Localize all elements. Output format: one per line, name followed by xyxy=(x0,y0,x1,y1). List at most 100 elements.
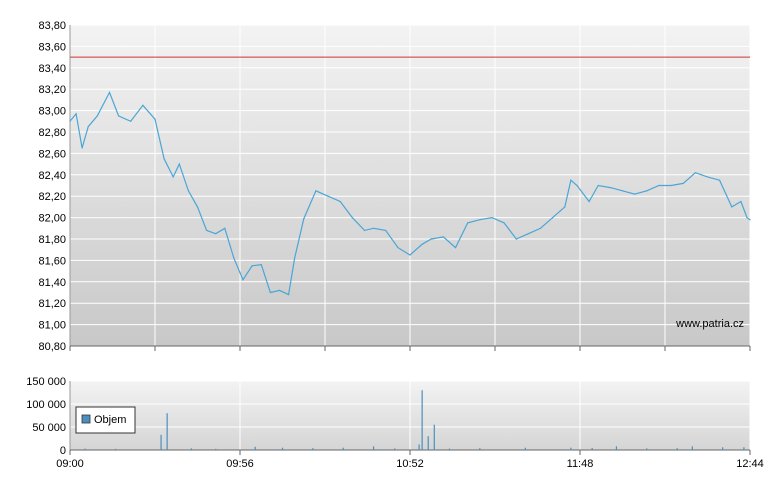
price-tick-label: 83,00 xyxy=(38,106,66,118)
price-point xyxy=(278,289,281,291)
price-point xyxy=(634,193,636,195)
price-tick-label: 82,20 xyxy=(38,191,66,203)
price-point xyxy=(196,206,199,208)
x-tick-label: 09:56 xyxy=(226,458,254,470)
volume-tick-label: 150 000 xyxy=(26,376,66,388)
price-point xyxy=(87,126,89,128)
price-point xyxy=(339,200,341,203)
price-point xyxy=(670,184,672,187)
price-point xyxy=(454,246,457,249)
price-tick-label: 83,60 xyxy=(38,41,66,53)
price-point xyxy=(178,163,180,165)
price-point xyxy=(163,158,165,160)
price-point xyxy=(527,233,529,235)
price-point xyxy=(694,172,696,174)
price-point xyxy=(130,120,132,122)
price-point xyxy=(117,115,120,117)
price-point xyxy=(215,233,217,235)
price-point xyxy=(397,246,399,249)
x-tick-label: 12:44 xyxy=(736,458,764,470)
price-point xyxy=(421,243,423,245)
price-point xyxy=(385,229,387,232)
price-point xyxy=(564,206,566,208)
price-point xyxy=(363,229,366,232)
price-tick-label: 83,20 xyxy=(38,84,66,96)
price-point xyxy=(287,294,290,296)
price-point xyxy=(96,115,98,117)
price-point xyxy=(503,222,505,224)
price-point xyxy=(108,91,111,94)
price-tick-label: 81,20 xyxy=(38,298,66,310)
price-point xyxy=(746,217,748,219)
price-point xyxy=(621,190,624,192)
volume-tick-label: 50 000 xyxy=(32,422,66,434)
price-tick-label: 83,40 xyxy=(38,63,66,75)
price-point xyxy=(749,219,751,221)
price-point xyxy=(233,257,235,259)
price-point xyxy=(269,291,271,294)
price-tick-label: 81,40 xyxy=(38,277,66,289)
price-point xyxy=(740,200,742,203)
price-point xyxy=(242,279,244,281)
volume-panel: 150 000 100 000 50 000 009:00 09:56 10:52 11:4… xyxy=(26,376,764,470)
legend-swatch xyxy=(81,414,91,424)
price-point xyxy=(442,236,444,238)
price-tick-label: 82,60 xyxy=(38,148,66,160)
price-point xyxy=(719,179,721,181)
legend-label: Objem xyxy=(94,414,126,426)
price-point xyxy=(491,217,493,219)
price-point xyxy=(682,182,684,184)
price-point xyxy=(609,187,611,189)
price-point xyxy=(588,200,590,203)
price-point xyxy=(81,147,83,149)
price-point xyxy=(315,190,317,192)
x-tick-label: 10:52 xyxy=(396,458,424,470)
price-point xyxy=(75,113,77,115)
price-tick-label: 82,80 xyxy=(38,127,66,139)
volume-tick-label: 0 xyxy=(60,445,66,457)
x-tick-label: 11:48 xyxy=(567,458,594,470)
price-point xyxy=(142,104,144,106)
price-point xyxy=(69,120,71,122)
price-point xyxy=(706,176,709,178)
price-point xyxy=(552,217,554,219)
price-point xyxy=(251,265,253,267)
price-point xyxy=(260,264,262,266)
price-point xyxy=(467,222,469,224)
price-point xyxy=(206,229,208,232)
price-tick-label: 83,80 xyxy=(38,20,66,32)
price-point xyxy=(294,257,296,259)
price-point xyxy=(539,227,542,229)
price-point xyxy=(597,184,599,187)
price-point xyxy=(646,190,648,192)
price-point xyxy=(409,254,411,256)
price-point xyxy=(327,195,329,197)
price-point xyxy=(172,176,174,178)
price-tick-label: 80,80 xyxy=(38,341,66,353)
price-tick-label: 81,00 xyxy=(38,320,66,332)
volume-legend: Objem xyxy=(75,406,136,434)
price-point xyxy=(372,227,375,229)
price-point xyxy=(479,219,481,221)
price-point xyxy=(515,238,517,240)
price-point xyxy=(224,227,226,229)
price-point xyxy=(303,218,305,220)
price-point xyxy=(154,118,156,120)
price-tick-label: 81,60 xyxy=(38,255,66,267)
price-point xyxy=(570,179,572,181)
watermark: www.patria.cz xyxy=(675,318,744,330)
price-tick-label: 82,00 xyxy=(38,213,66,225)
volume-tick-label: 100 000 xyxy=(26,399,66,411)
price-point xyxy=(731,206,733,208)
price-point xyxy=(430,238,432,240)
price-point xyxy=(351,217,353,219)
price-tick-label: 81,80 xyxy=(38,234,66,246)
price-point xyxy=(658,184,660,187)
price-panel: 83,80 83,60 83,40 83,20 83,00 82,80 82,60 82,40… xyxy=(38,20,751,353)
price-tick-label: 82,40 xyxy=(38,170,66,182)
x-tick-label: 09:00 xyxy=(56,458,84,470)
price-point xyxy=(187,190,189,192)
price-point xyxy=(576,184,578,187)
